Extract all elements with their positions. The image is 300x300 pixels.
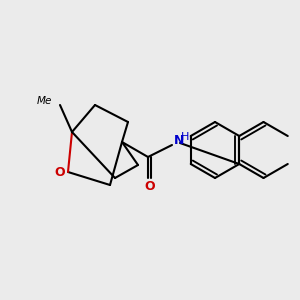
Text: N: N: [174, 134, 184, 148]
Text: Me: Me: [37, 96, 52, 106]
Text: O: O: [55, 166, 65, 178]
Text: H: H: [181, 132, 189, 142]
Text: O: O: [145, 179, 155, 193]
